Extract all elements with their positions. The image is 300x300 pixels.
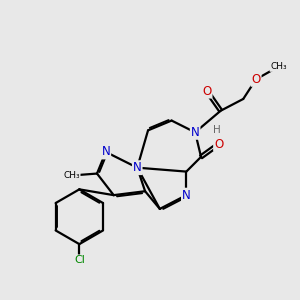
Text: H: H [213,125,220,135]
Text: O: O [214,138,223,151]
Text: N: N [182,189,191,202]
Text: CH₃: CH₃ [270,62,287,71]
Text: N: N [101,146,110,158]
Text: N: N [133,161,142,174]
Text: Cl: Cl [74,255,85,265]
Text: N: N [191,126,200,139]
Text: CH₃: CH₃ [63,171,80,180]
Text: O: O [251,73,261,86]
Text: O: O [202,85,212,98]
